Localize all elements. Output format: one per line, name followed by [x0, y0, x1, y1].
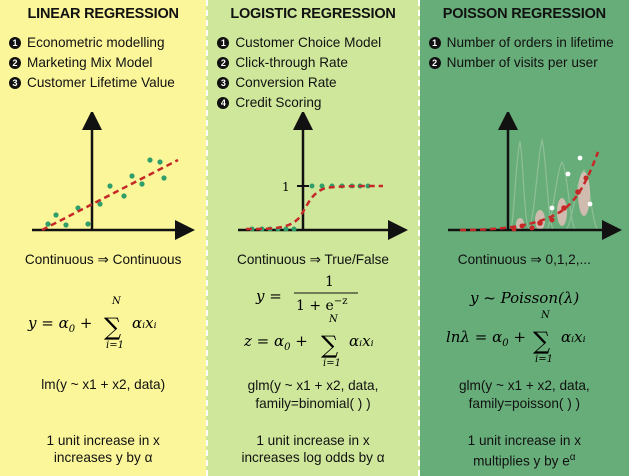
- list-item: 3 Conversion Rate: [217, 73, 415, 93]
- list-item: 1 Customer Choice Model: [217, 33, 415, 53]
- bullet-1-icon: 1: [9, 37, 21, 49]
- linear-code: lm(y ~ x1 + x2, data): [41, 377, 166, 392]
- svg-text:1: 1: [325, 274, 334, 290]
- highlight-points: [549, 155, 593, 211]
- linear-scatter-plot: [32, 112, 195, 240]
- svg-text:i=1: i=1: [106, 340, 124, 351]
- sigmoid-curve: [246, 184, 384, 231]
- poisson-title: POISSON REGRESSION: [442, 6, 606, 22]
- poisson-code: glm(y ~ x1 + x2, data, family=poisson( )…: [458, 378, 590, 411]
- svg-text:lnλ = α0 +: lnλ = α0 +: [446, 328, 526, 349]
- data-point: [107, 183, 113, 189]
- list-item: 2 Number of visits per user: [428, 53, 627, 73]
- logistic-io: Continuous ⇒ True/False: [237, 252, 389, 267]
- bullet-3-icon: 3: [9, 77, 21, 89]
- list-item: 1 Econometric modelling: [9, 33, 204, 53]
- data-points: [45, 157, 167, 228]
- data-point: [309, 183, 315, 189]
- data-points: [249, 183, 371, 232]
- svg-text:N: N: [111, 296, 122, 307]
- linear-title: LINEAR REGRESSION: [27, 6, 179, 22]
- poisson-uses-list: 1 Number of orders in lifetime 2 Number of…: [428, 33, 627, 73]
- bullet-1-icon: 1: [428, 37, 441, 49]
- linear-interpretation: 1 unit increase in x increases y by α: [46, 433, 160, 465]
- data-point: [63, 222, 69, 228]
- svg-text:N: N: [540, 310, 551, 321]
- logistic-uses-list: 1 Customer Choice Model 2 Click-through Ra…: [217, 33, 415, 113]
- data-point: [587, 201, 593, 207]
- logistic-title: LOGISTIC REGRESSION: [230, 6, 396, 22]
- svg-text:y =: y =: [255, 287, 282, 305]
- bullet-4-icon: 4: [217, 97, 230, 109]
- poisson-regression-panel: POISSON REGRESSION 1 Number of orders in …: [419, 0, 629, 476]
- logistic-sigmoid-plot: 1: [238, 112, 409, 240]
- linear-formula: y = α0 + N ∑ i=1 αᵢxᵢ: [27, 296, 157, 351]
- data-point: [75, 205, 81, 211]
- linear-regression-panel: LINEAR REGRESSION 1 Econometric modelling…: [0, 0, 207, 476]
- svg-text:y ~ Poisson(λ): y ~ Poisson(λ): [469, 289, 579, 307]
- svg-text:i=1: i=1: [323, 358, 341, 369]
- data-point: [319, 183, 325, 189]
- data-point: [85, 221, 91, 227]
- bullet-2-icon: 2: [9, 57, 21, 69]
- svg-text:∑: ∑: [321, 331, 338, 359]
- data-point: [161, 175, 167, 181]
- list-item: 2 Marketing Mix Model: [9, 53, 204, 73]
- list-item: 1 Number of orders in lifetime: [428, 33, 627, 53]
- data-point: [139, 181, 145, 187]
- linear-uses-list: 1 Econometric modelling 2 Marketing Mix Mo…: [9, 33, 204, 93]
- svg-text:αᵢxᵢ: αᵢxᵢ: [349, 332, 374, 350]
- bullet-1-icon: 1: [217, 37, 230, 49]
- svg-text:1 + e−z: 1 + e−z: [296, 296, 347, 314]
- svg-text:i=1: i=1: [535, 354, 553, 365]
- data-point: [53, 212, 59, 218]
- data-point: [529, 225, 535, 231]
- data-point: [45, 221, 51, 227]
- linear-io: Continuous ⇒ Continuous: [24, 252, 182, 267]
- svg-text:N: N: [328, 314, 339, 325]
- svg-text:y = α0 +: y = α0 +: [27, 314, 92, 335]
- data-point: [121, 193, 127, 199]
- poisson-interpretation: 1 unit increase in x multiplies y by eα: [467, 433, 581, 469]
- logistic-regression-panel: LOGISTIC REGRESSION 1 Customer Choice Mod…: [206, 0, 420, 476]
- data-point: [157, 159, 163, 165]
- svg-text:∑: ∑: [104, 313, 121, 341]
- data-point: [549, 205, 555, 211]
- data-point: [577, 155, 583, 161]
- bullet-2-icon: 2: [217, 57, 230, 69]
- tick-one-label: 1: [282, 180, 290, 194]
- logistic-interpretation: 1 unit increase in x increases log odds …: [241, 433, 385, 465]
- poisson-plot: [447, 112, 622, 240]
- data-point: [97, 201, 103, 207]
- svg-text:∑: ∑: [533, 327, 550, 355]
- data-point: [291, 226, 297, 232]
- bullet-2-icon: 2: [428, 57, 441, 69]
- list-item: 4 Credit Scoring: [217, 93, 415, 113]
- svg-text:αᵢxᵢ: αᵢxᵢ: [132, 314, 157, 332]
- poisson-io: Continuous ⇒ 0,1,2,...: [457, 252, 591, 267]
- data-point: [129, 173, 135, 179]
- logistic-formula: y = 1 1 + e−z z = α0 + N ∑ i=1 αᵢxᵢ: [243, 274, 374, 369]
- bullet-3-icon: 3: [217, 77, 230, 89]
- svg-text:z = α0 +: z = α0 +: [243, 332, 308, 353]
- logistic-code: glm(y ~ x1 + x2, data, family=binomial( …: [247, 378, 379, 411]
- exponential-curve: [459, 151, 599, 232]
- data-point: [565, 171, 571, 177]
- svg-text:αᵢxᵢ: αᵢxᵢ: [561, 328, 586, 346]
- list-item: 3 Customer Lifetime Value: [9, 73, 204, 93]
- data-point: [147, 157, 153, 163]
- list-item: 2 Click-through Rate: [217, 53, 415, 73]
- data-point: [549, 217, 555, 223]
- poisson-formula: y ~ Poisson(λ) lnλ = α0 + N ∑ i=1 αᵢxᵢ: [446, 289, 586, 365]
- regression-line: [41, 158, 179, 232]
- data-point: [283, 226, 289, 232]
